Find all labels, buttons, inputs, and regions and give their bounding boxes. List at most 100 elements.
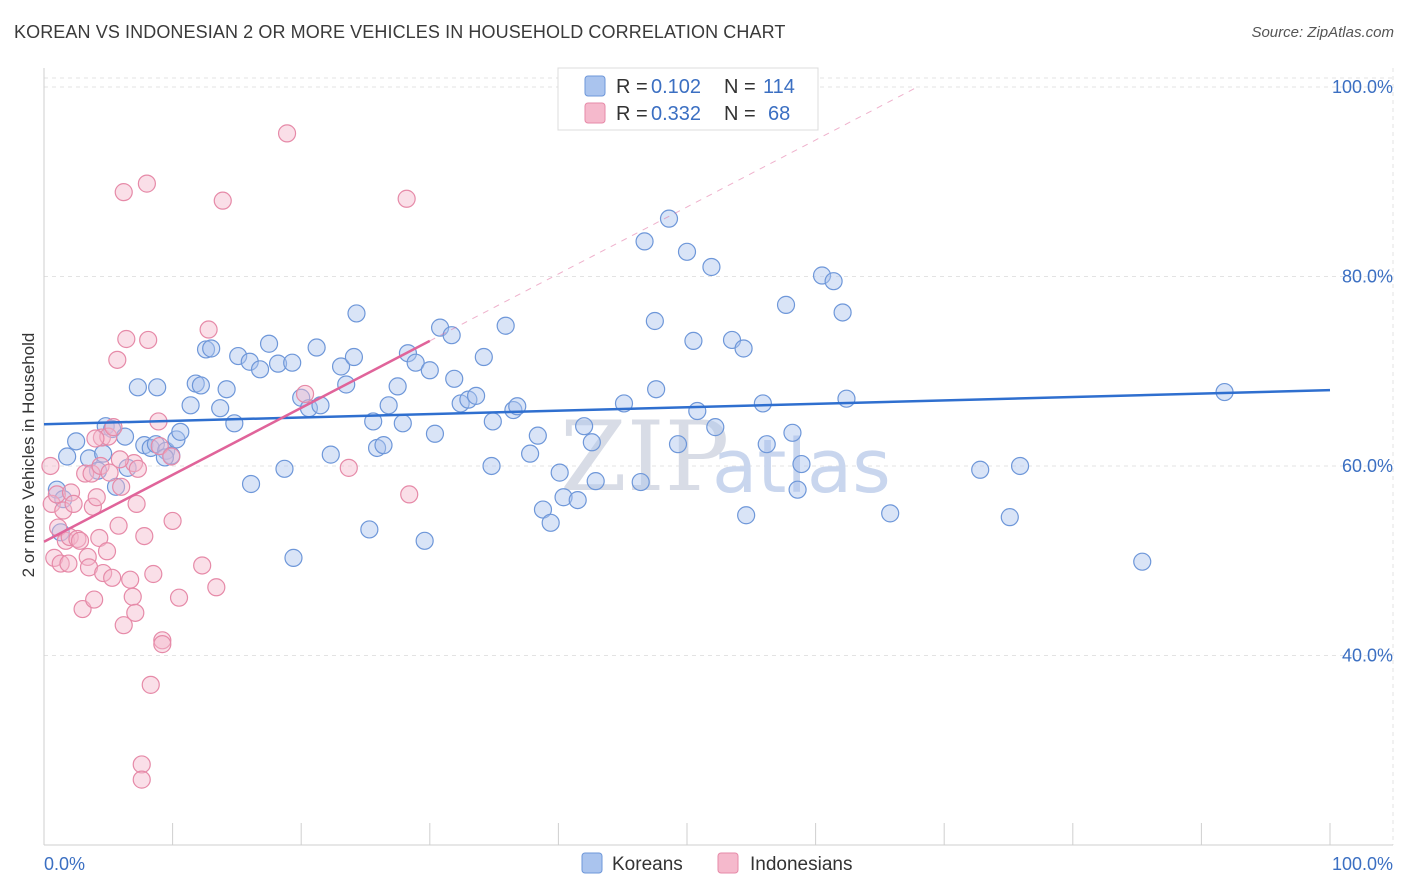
legend-r-label-indonesian: R = [616,103,648,125]
indonesian-point [132,755,151,774]
korean-point [677,242,697,261]
korean-point [148,378,167,397]
korean-point [181,396,200,415]
korean-point [792,454,811,474]
indonesian-point [110,450,129,469]
legend-n-value-korean: 114 [763,76,795,98]
korean-point [483,412,502,431]
korean-point [706,418,725,437]
korean-point [442,326,461,345]
korean-point [668,435,688,454]
indonesian-point [141,675,160,694]
korean-point [645,311,664,331]
korean-point [347,304,366,323]
indonesian-point [144,564,163,584]
korean-point [360,520,379,539]
korean-point [1000,508,1019,527]
korean-point [568,490,587,510]
indonesian-point [112,477,131,496]
korean-point [240,352,259,371]
korean-point [734,339,753,358]
korean-point [415,531,434,550]
korean-point [217,380,236,399]
chart-title: KOREAN VS INDONESIAN 2 OR MORE VEHICLES … [14,22,786,42]
indonesian-point [207,578,226,597]
indonesian-point [94,563,113,583]
korean-point [1010,456,1030,476]
indonesian-point [126,603,145,622]
indonesian-point [137,174,156,193]
y-tick-label: 60.0% [1342,456,1393,476]
korean-point [344,347,364,367]
indonesian-point [64,494,83,513]
korean-point [445,369,464,388]
korean-point [757,435,776,454]
y-tick-label: 80.0% [1342,266,1393,286]
korean-point [211,399,230,418]
korean-point [425,424,445,443]
indonesian-point [193,556,212,575]
indonesian-point [169,588,189,607]
korean-point [688,401,707,421]
korean-point [171,422,190,441]
series-legend-swatch-indonesian [717,852,739,874]
y-tick-label: 100.0% [1332,77,1393,97]
korean-point [833,303,852,322]
korean-point [406,353,425,372]
korean-point [388,377,407,396]
korean-point [824,272,843,291]
korean-point [67,432,86,451]
indonesian-point [97,542,117,561]
legend-swatch-korean [584,75,606,97]
indonesian-point [295,384,315,404]
korean-point [202,339,221,358]
korean-point [528,426,547,445]
axes-layer [43,68,1393,846]
series-legend-label-indonesian: Indonesians [750,854,852,875]
korean-point [241,474,261,494]
korean-point [268,354,288,373]
watermark: ZIP atlas [560,401,891,513]
korean-point [575,417,594,436]
watermark-zip: ZIP [560,401,729,513]
indonesian-trend-extension [429,86,918,342]
korean-point [225,414,244,433]
indonesian-point [103,568,122,587]
indonesian-point [51,554,70,573]
indonesian-point [91,456,110,476]
indonesian-point [42,494,61,513]
korean-point [635,232,654,251]
indonesian-point [114,183,133,202]
indonesian-point [163,511,182,531]
indonesian-point [339,458,358,477]
korean-point [420,361,439,380]
korean-point [788,480,807,499]
korean-point [702,257,721,277]
korean-point [541,513,560,532]
korean-point [582,433,601,452]
korean-point [229,346,248,366]
indonesian-points [41,124,419,789]
series-legend: Koreans Indonesians [581,852,852,875]
korean-point [379,396,398,415]
korean-point [58,447,77,466]
korean-point [684,331,703,350]
legend-n-value-indonesian: 68 [768,103,790,125]
korean-point [521,444,540,463]
x-tick-label-max: 100.0% [1332,854,1393,874]
indonesian-point [68,529,87,549]
legend-r-value-indonesian: 0.332 [651,103,701,125]
indonesian-point [135,526,154,546]
indonesian-point [85,590,104,609]
indonesian-trend-line [43,339,431,543]
korean-point [971,460,990,479]
korean-point [753,394,772,413]
indonesian-point [108,350,127,369]
indonesian-point [114,616,133,635]
korean-point [196,340,216,359]
korean-point [1133,552,1152,571]
korean-point [474,347,493,367]
korean-point [307,338,326,357]
indonesian-point [277,124,297,143]
korean-point [631,472,650,492]
